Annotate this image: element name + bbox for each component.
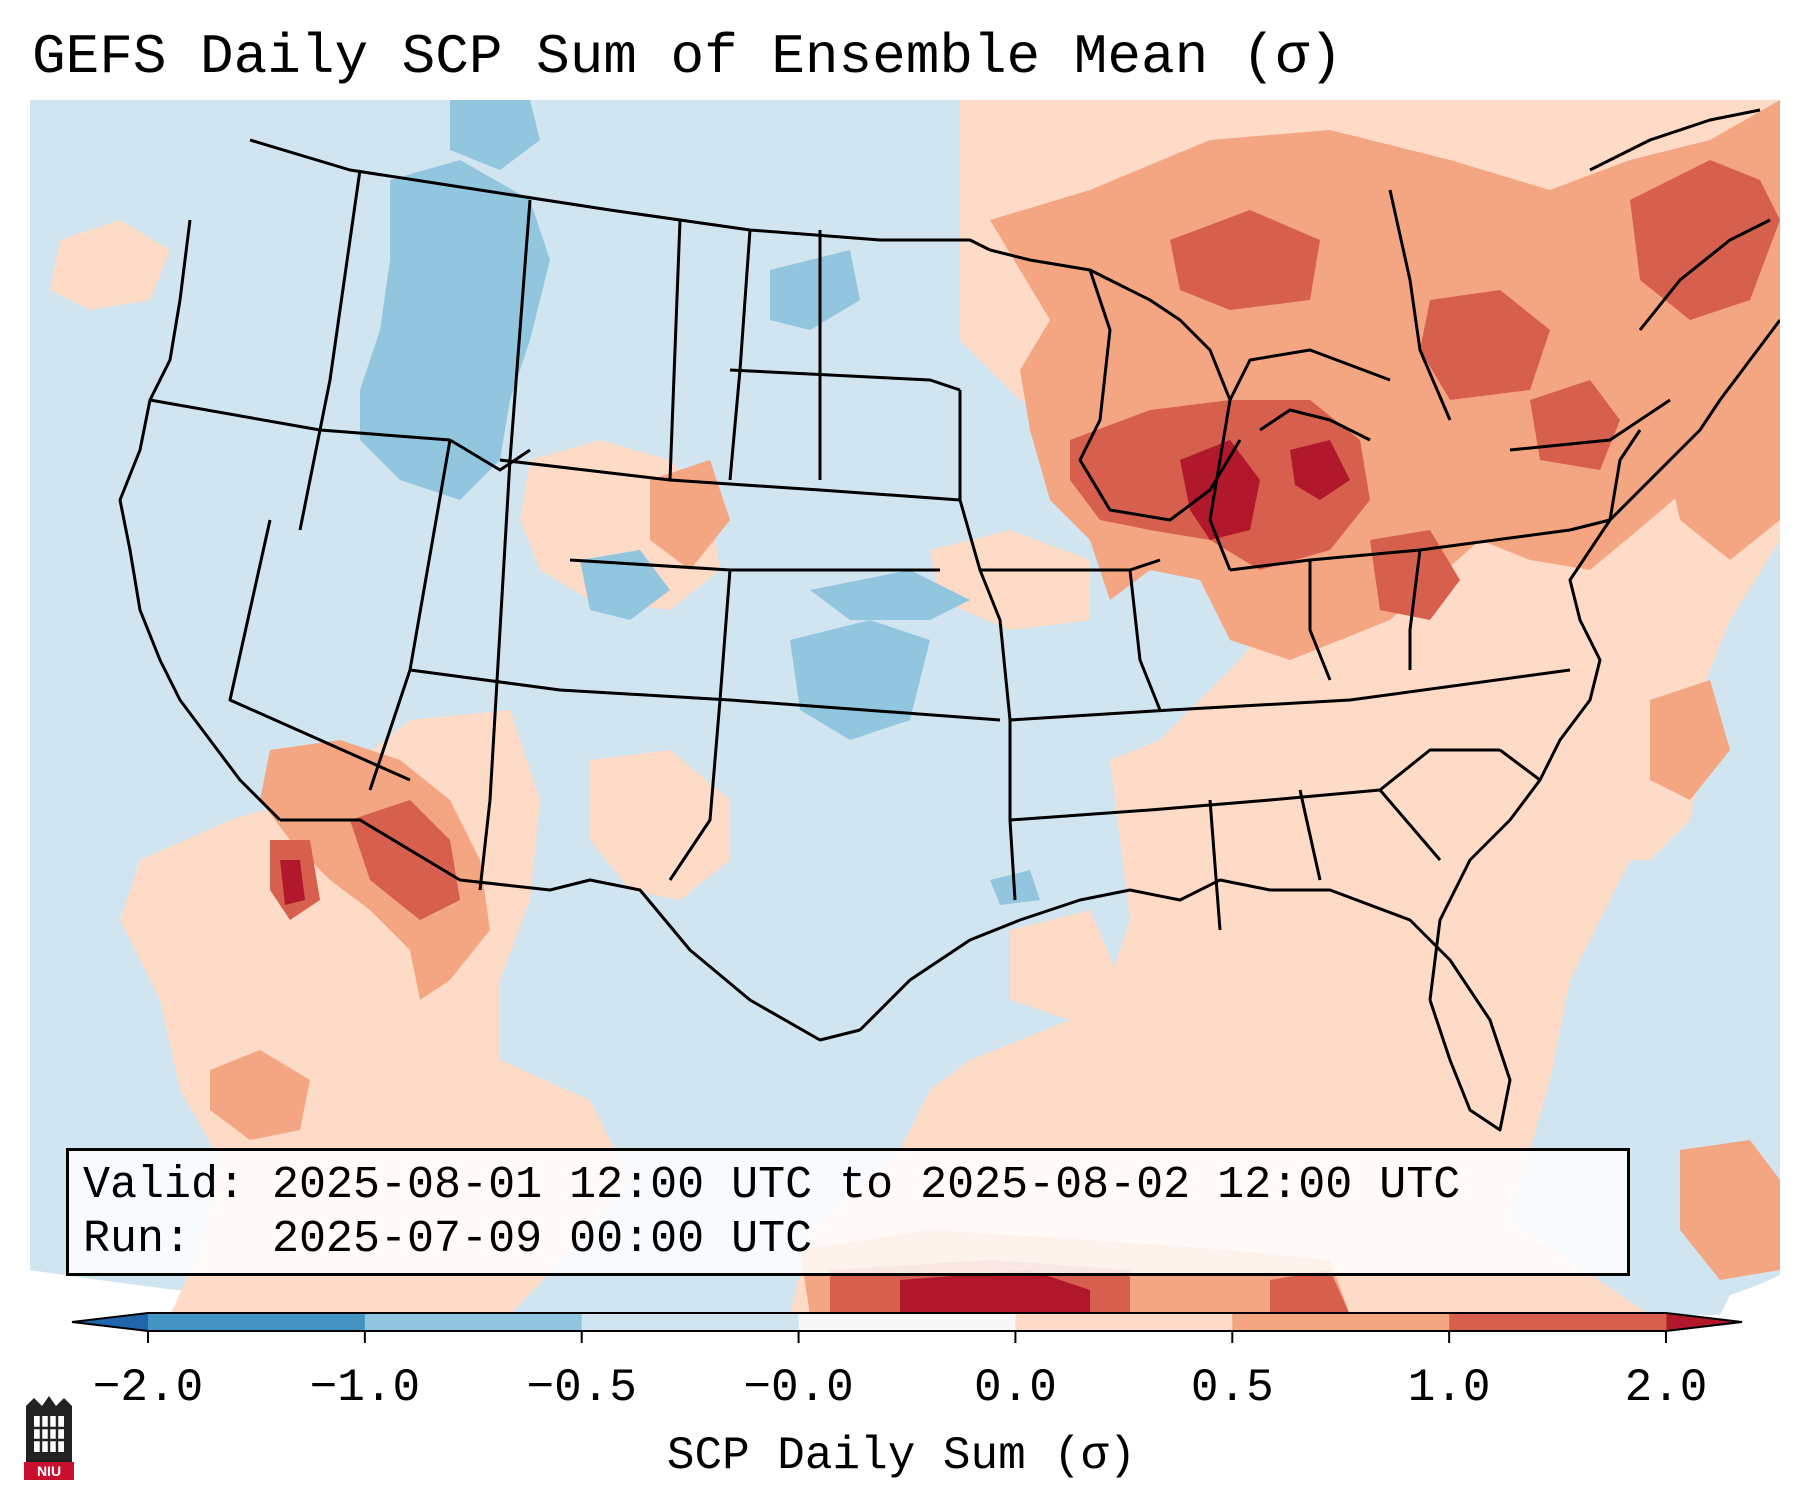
colorbar-over-extend [1666, 1313, 1742, 1331]
niu-logo-text: NIU [37, 1463, 61, 1479]
colorbar-tick-label: −2.0 [92, 1362, 204, 1414]
colorbar-segment [1232, 1313, 1450, 1331]
colorbar-tick-label: 0.0 [974, 1362, 1057, 1414]
valid-time-line: Valid: 2025-08-01 12:00 UTC to 2025-08-0… [83, 1160, 1461, 1211]
colorbar-tick-label: −1.0 [309, 1362, 421, 1414]
run-time-line: Run: 2025-07-09 00:00 UTC [83, 1214, 813, 1265]
colorbar-segment [798, 1313, 1016, 1331]
negative-anomaly-medium [360, 100, 1040, 905]
colorbar-tick-label: −0.5 [526, 1362, 637, 1414]
state-borders [118, 108, 1780, 1132]
positive-anomaly-max [280, 440, 1350, 1315]
colorbar-tick-label: 0.5 [1190, 1362, 1274, 1414]
colorbar-tick-label: −0.0 [743, 1362, 854, 1414]
validity-info-box: Valid: 2025-08-01 12:00 UTC to 2025-08-0… [66, 1148, 1630, 1276]
chart-title: GEFS Daily SCP Sum of Ensemble Mean (σ) [32, 25, 1343, 89]
niu-tower-logo: NIU [24, 1396, 74, 1480]
colorbar-tick-label: 2.0 [1624, 1362, 1708, 1414]
colorbar [71, 1312, 1743, 1343]
colorbar-under-extend [72, 1313, 148, 1331]
colorbar-segment [581, 1313, 800, 1331]
scp-map [30, 100, 1780, 1315]
colorbar-segment [364, 1313, 583, 1331]
colorbar-label: SCP Daily Sum (σ) [666, 1430, 1137, 1482]
colorbar-segment [1015, 1313, 1233, 1331]
colorbar-segment [1449, 1313, 1667, 1331]
colorbar-segment [148, 1313, 366, 1331]
colorbar-tick-label: 1.0 [1407, 1362, 1491, 1414]
